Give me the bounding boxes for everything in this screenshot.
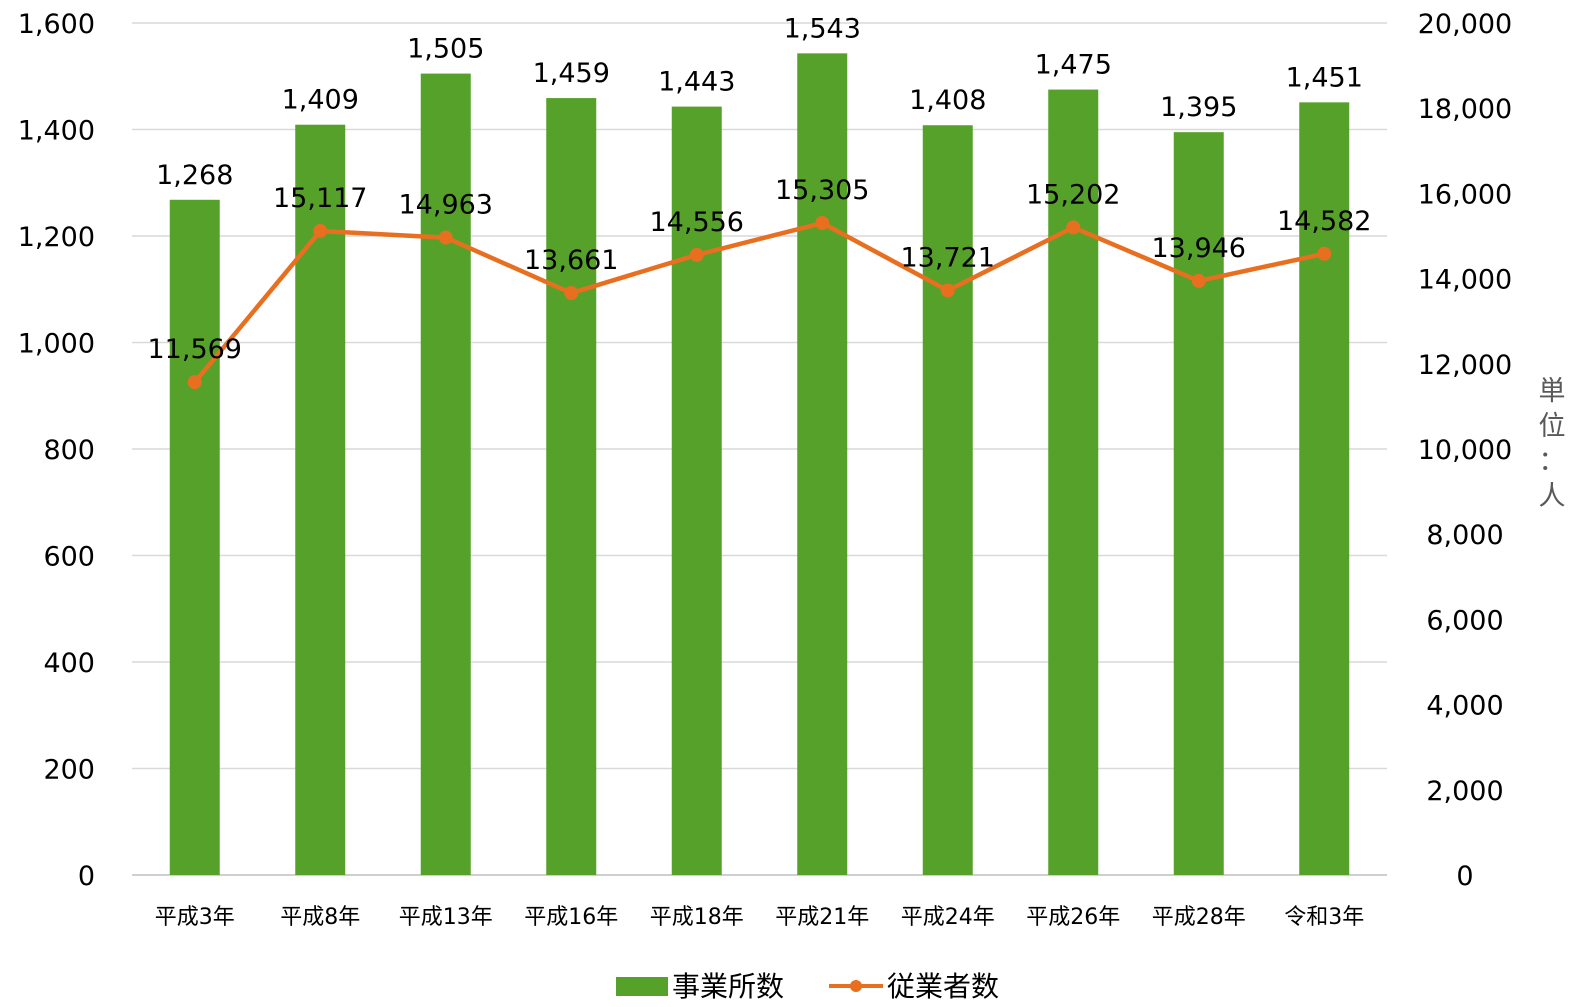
- legend-bar-swatch: [616, 977, 668, 996]
- category-label: 平成24年: [901, 905, 995, 930]
- bar-data-labels: 1,268 1,409 1,505 1,459 1,443 1,543 1,408 1,475…: [156, 13, 1363, 190]
- category-label: 平成18年: [650, 905, 744, 930]
- line-point: [313, 224, 328, 239]
- left-tick-label: 600: [43, 542, 95, 573]
- bar: [922, 125, 973, 876]
- right-tick-label: 12,000: [1418, 350, 1512, 381]
- unit-label-char: ：: [1539, 446, 1566, 477]
- bar-data-label: 1,543: [784, 13, 861, 44]
- bar: [1299, 102, 1350, 875]
- line-point: [940, 283, 955, 298]
- bar-data-label: 1,409: [282, 85, 359, 116]
- bar: [797, 53, 848, 876]
- right-tick-label: 10,000: [1418, 435, 1512, 466]
- bar: [169, 199, 220, 876]
- line-data-label: 13,721: [901, 242, 995, 273]
- right-axis-ticks: 0 2,000 4,000 6,000 8,000 10,000 12,000 14,000 1…: [1418, 9, 1512, 892]
- line-data-label: 15,202: [1026, 179, 1120, 210]
- left-axis-ticks: 0 200 400 600 800 1,000 1,200 1,400 1,600: [18, 9, 95, 892]
- legend: 事業所数 従業者数: [616, 970, 999, 1003]
- bar-data-label: 1,451: [1286, 62, 1363, 93]
- left-tick-label: 400: [43, 648, 95, 679]
- right-tick-label: 16,000: [1418, 179, 1512, 210]
- line-point: [1191, 273, 1206, 288]
- line-data-label: 15,117: [273, 183, 367, 214]
- bar-data-label: 1,408: [909, 85, 986, 116]
- bar: [671, 106, 722, 876]
- bar-data-label: 1,459: [533, 58, 610, 89]
- legend-line-label: 従業者数: [887, 970, 999, 1003]
- line-point: [564, 286, 579, 301]
- line-data-label: 11,569: [148, 334, 242, 365]
- bar: [420, 73, 471, 875]
- legend-bar-label: 事業所数: [672, 970, 784, 1003]
- line-data-label: 14,963: [399, 190, 493, 221]
- unit-label-char: 人: [1539, 481, 1566, 512]
- unit-label-char: 位: [1539, 411, 1566, 442]
- bar-data-label: 1,395: [1160, 92, 1237, 123]
- line-point: [815, 216, 830, 231]
- left-tick-label: 200: [43, 755, 95, 786]
- line-point: [1066, 220, 1081, 235]
- left-tick-label: 1,400: [18, 116, 95, 147]
- right-tick-label: 4,000: [1426, 691, 1503, 722]
- category-label: 平成21年: [775, 905, 869, 930]
- right-axis-unit-label: 単位 ： 人: [1539, 376, 1566, 512]
- right-tick-label: 20,000: [1418, 9, 1512, 40]
- left-tick-label: 1,600: [18, 9, 95, 40]
- category-label: 平成13年: [399, 905, 493, 930]
- category-label: 平成3年: [155, 905, 235, 930]
- line-path: [193, 220, 1325, 384]
- left-tick-label: 1,200: [18, 222, 95, 253]
- right-tick-label: 0: [1456, 861, 1473, 892]
- category-label: 平成28年: [1152, 905, 1246, 930]
- line-data-label: 14,582: [1277, 206, 1371, 237]
- bar: [1173, 132, 1224, 876]
- bar-data-label: 1,505: [407, 34, 484, 65]
- line-point: [689, 247, 704, 262]
- category-label: 平成8年: [280, 905, 360, 930]
- line-point: [187, 375, 202, 390]
- legend-line-marker: [850, 980, 862, 992]
- line-data-label: 13,946: [1152, 233, 1246, 264]
- bar: [546, 98, 597, 875]
- line-data-label: 13,661: [524, 245, 618, 276]
- line-data-label: 14,556: [650, 207, 744, 238]
- right-tick-label: 8,000: [1426, 520, 1503, 551]
- line-data-label: 15,305: [775, 175, 869, 206]
- unit-label-char: 単: [1539, 376, 1566, 407]
- left-tick-label: 0: [78, 861, 95, 892]
- bar-data-label: 1,475: [1035, 50, 1112, 81]
- line-point: [1317, 246, 1332, 261]
- category-label: 令和3年: [1284, 905, 1364, 930]
- line-series: [187, 216, 1332, 390]
- right-tick-label: 6,000: [1426, 605, 1503, 636]
- bars: [169, 53, 1350, 876]
- bar-data-label: 1,268: [156, 160, 233, 191]
- left-tick-label: 1,000: [18, 329, 95, 360]
- category-label: 平成26年: [1026, 905, 1120, 930]
- line-data-labels: 11,569 15,117 14,963 13,661 14,556 15,305 13,7…: [148, 175, 1372, 365]
- right-tick-label: 18,000: [1418, 94, 1512, 125]
- bar-data-label: 1,443: [658, 67, 735, 98]
- left-tick-label: 800: [43, 435, 95, 466]
- category-label: 平成16年: [524, 905, 618, 930]
- category-labels: 平成3年 平成8年 平成13年 平成16年 平成18年 平成21年 平成24年 平成26年 平成…: [155, 905, 1365, 930]
- right-tick-label: 14,000: [1418, 265, 1512, 296]
- right-tick-label: 2,000: [1426, 776, 1503, 807]
- line-point: [438, 230, 453, 245]
